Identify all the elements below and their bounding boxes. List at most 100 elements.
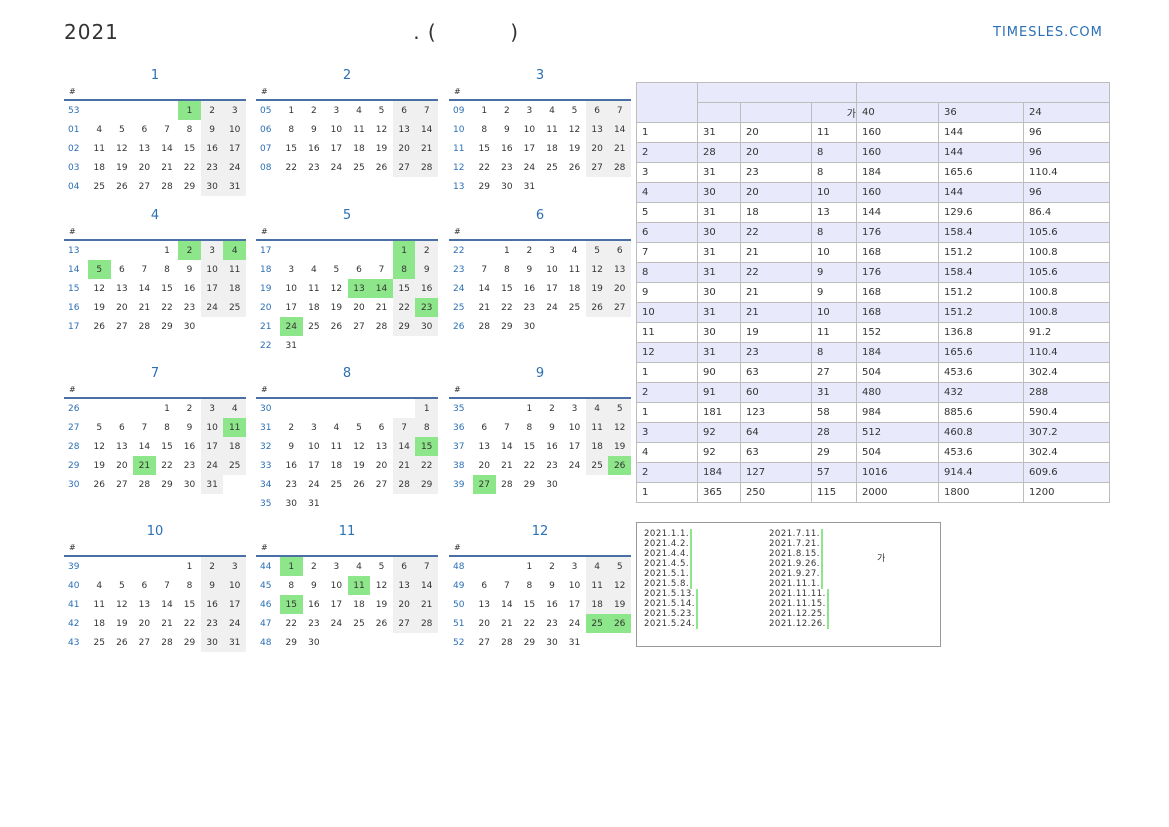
day-cell <box>303 399 326 418</box>
summary-cell: 160 <box>856 182 939 203</box>
summary-header-row <box>636 82 1110 123</box>
day-cell: 23 <box>546 618 558 629</box>
day-cell: 9 <box>415 260 438 279</box>
summary-cell: 1200 <box>1023 482 1110 503</box>
summary-cell: 31 <box>697 162 741 183</box>
site-link[interactable]: TIMESLES.COM <box>993 25 1103 40</box>
week-row: 39 1 2 3 <box>64 557 246 576</box>
month-grid: 26 1 2 3 4 27 5 6 7 8 9 10 11 28 12 13 14 15 16 17 18 29 19 20 2… <box>64 399 246 494</box>
week-row: 44 1 2 3 4 5 6 7 <box>256 557 438 576</box>
day-cell: 18 <box>353 143 365 154</box>
day-cell: 9 <box>200 120 224 139</box>
day-cell: 25 <box>546 162 558 173</box>
day-cell: 26 <box>608 456 631 475</box>
day-cell <box>280 241 303 260</box>
day-cell: 20 <box>478 618 490 629</box>
day-cell: 5 <box>356 422 362 433</box>
week-number: 24 <box>453 283 465 294</box>
day-cell: 5 <box>585 241 609 260</box>
week-row: 10 8 9 10 11 12 13 14 <box>449 120 631 139</box>
summary-cell: 9 <box>811 262 857 283</box>
month-grid: 44 1 2 3 4 5 6 7 45 8 9 10 11 12 13 14 46 15 16 17 18 19 20 21 4… <box>256 557 438 652</box>
week-number: 40 <box>68 580 80 591</box>
week-row: 32 9 10 11 12 13 14 15 <box>256 437 438 456</box>
week-number: 14 <box>68 264 80 275</box>
summary-cell: 110.4 <box>1023 162 1110 183</box>
day-cell: 13 <box>116 441 128 452</box>
summary-cell: 22 <box>740 262 812 283</box>
day-cell: 1 <box>164 245 170 256</box>
day-cell: 28 <box>501 637 513 648</box>
week-row: 37 13 14 15 16 17 18 19 <box>449 437 631 456</box>
holiday-date: 2021.5.24. <box>644 619 698 629</box>
summary-row: 11 30 19 11 152 136.8 91.2 <box>636 322 1110 343</box>
day-cell: 20 <box>138 162 151 173</box>
day-cell: 26 <box>608 614 631 633</box>
day-cell: 25 <box>93 181 105 192</box>
week-number: 43 <box>68 637 80 648</box>
summary-cell: 28 <box>697 142 741 163</box>
day-cell: 31 <box>523 181 536 192</box>
week-number-header: # <box>449 384 631 399</box>
day-cell: 25 <box>330 479 343 490</box>
summary-row-label: 5 <box>636 202 698 223</box>
day-cell: 23 <box>546 460 558 471</box>
summary-row: 2 91 60 31 480 432 288 <box>636 382 1110 403</box>
summary-header-cell <box>636 82 698 123</box>
day-cell: 7 <box>141 264 148 275</box>
day-cell: 21 <box>501 618 513 629</box>
month-grid: 09 1 2 3 4 5 6 7 10 8 9 10 11 12 13 14 11 15 16 17 18 19 20 21 1… <box>449 101 631 196</box>
day-cell: 6 <box>585 101 609 120</box>
day-cell: 25 <box>568 302 581 313</box>
summary-cell: 151.2 <box>938 282 1024 303</box>
day-cell: 12 <box>585 260 609 279</box>
day-cell <box>348 399 371 418</box>
day-cell: 20 <box>608 279 631 298</box>
day-cell: 30 <box>183 479 196 490</box>
day-cell <box>586 177 609 196</box>
day-cell: 27 <box>116 479 128 490</box>
day-cell <box>303 336 326 355</box>
week-number: 09 <box>453 105 465 116</box>
day-cell: 17 <box>200 437 224 456</box>
holiday-date: 2021.11.15. <box>769 599 829 609</box>
day-cell: 17 <box>223 595 246 614</box>
day-cell: 12 <box>608 418 631 437</box>
day-cell <box>496 557 519 576</box>
day-cell: 21 <box>415 139 438 158</box>
summary-cell: 453.6 <box>938 442 1024 463</box>
summary-cell: 20 <box>740 142 812 163</box>
month-name: 10 <box>146 524 164 539</box>
summary-cell: 460.8 <box>938 422 1024 443</box>
day-cell <box>111 101 134 120</box>
day-cell: 10 <box>546 264 558 275</box>
summary-cell: 91 <box>697 382 741 403</box>
summary-cell: 8 <box>811 162 857 183</box>
week-row: 16 19 20 21 22 23 24 25 <box>64 298 246 317</box>
summary-cell: 31 <box>697 242 741 263</box>
day-cell <box>111 399 134 418</box>
summary-row-label: 10 <box>636 302 698 323</box>
day-cell: 16 <box>308 143 320 154</box>
week-number: 52 <box>453 637 465 648</box>
day-cell: 14 <box>161 599 173 610</box>
day-cell: 8 <box>288 124 295 135</box>
summary-header-row: 가 40 36 24 <box>637 102 1110 123</box>
week-row: 38 20 21 22 23 24 25 26 <box>449 456 631 475</box>
day-cell <box>586 317 609 336</box>
day-cell: 30 <box>546 637 558 648</box>
summary-cell: 92 <box>697 442 741 463</box>
week-number: 17 <box>68 321 80 332</box>
day-cell: 22 <box>478 162 490 173</box>
summary-cell: 90 <box>697 362 741 383</box>
summary-cell: 31 <box>697 202 741 223</box>
day-cell: 21 <box>478 302 490 313</box>
summary-row-label: 2 <box>636 142 698 163</box>
month-name: 6 <box>535 208 545 223</box>
summary-cell: 168 <box>856 302 939 323</box>
week-row: 51 20 21 22 23 24 25 26 <box>449 614 631 633</box>
week-row: 26 1 2 3 4 <box>64 399 246 418</box>
week-number: 47 <box>260 618 272 629</box>
week-number: 33 <box>260 460 272 471</box>
week-number: 51 <box>453 618 465 629</box>
